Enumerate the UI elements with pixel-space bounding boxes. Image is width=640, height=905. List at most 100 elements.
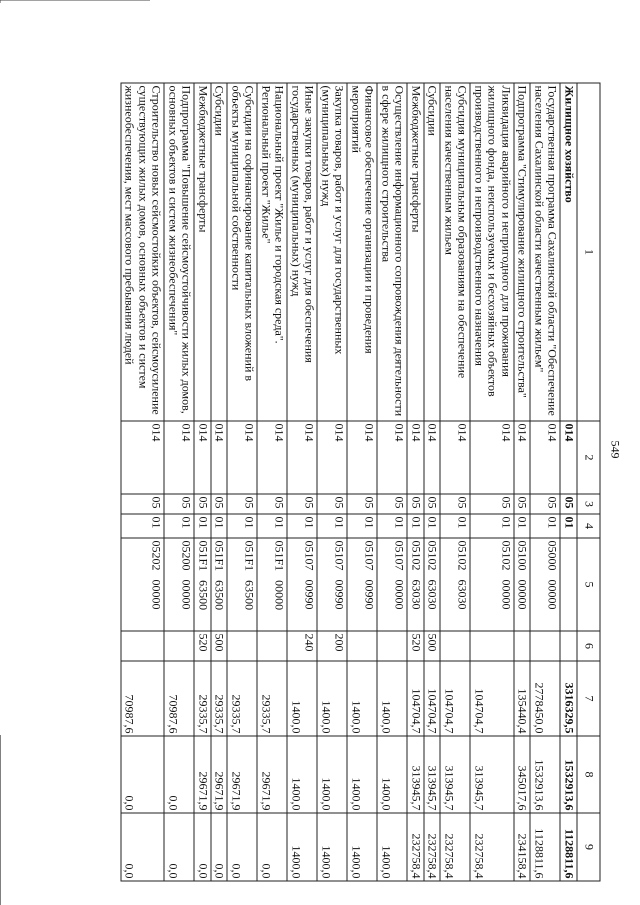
section-code: 05: [164, 493, 194, 514]
column-number: 2: [576, 420, 600, 494]
amount-year-2: 29671,9: [194, 735, 211, 813]
amount-year-2: 29671,9: [210, 735, 227, 813]
subsection-code: 01: [164, 513, 194, 538]
expense-type-code: [470, 630, 514, 661]
amount-year-3: 0,0: [194, 812, 211, 881]
ministry-code: 014: [513, 420, 530, 494]
row-name: Государственная программа Сахалинской об…: [530, 82, 560, 421]
ministry-code: 014: [560, 420, 577, 494]
target-article-code: 051F1 00000: [257, 537, 287, 631]
expense-type-code: 520: [407, 630, 424, 661]
amount-year-2: 1532913,6: [560, 735, 577, 813]
amount-year-2: 29671,9: [257, 735, 287, 813]
target-article-code: [560, 537, 577, 631]
section-code: 05: [560, 493, 577, 514]
table-row: Межбюджетные трансферты 014 05 01 051F1 6350…: [194, 82, 211, 881]
amount-year-3: 232758,4: [470, 812, 514, 881]
subsection-code: 01: [194, 513, 211, 538]
ministry-code: 014: [317, 420, 347, 494]
row-name: Жилищное хозяйство: [560, 82, 577, 421]
subsection-code: 01: [513, 513, 530, 538]
subsection-code: 01: [120, 513, 164, 538]
amount-year-1: 104704,7: [423, 660, 440, 736]
page-number: 549: [608, 440, 622, 458]
target-article-code: 05100 00000: [513, 537, 530, 631]
row-name: Финансовое обеспечение организации и про…: [347, 82, 377, 421]
amount-year-2: 0,0: [120, 735, 164, 813]
row-name: Субсидии: [210, 82, 227, 421]
table-row: Национальный проект "Жилье и городская с…: [257, 82, 287, 881]
expense-type-code: [377, 630, 407, 661]
ministry-code: 014: [194, 420, 211, 494]
amount-year-3: 1400,0: [317, 812, 347, 881]
amount-year-2: 345017,6: [513, 735, 530, 813]
section-code: 05: [423, 493, 440, 514]
amount-year-1: 29335,7: [210, 660, 227, 736]
amount-year-1: 29335,7: [257, 660, 287, 736]
section-code: 05: [317, 493, 347, 514]
section-code: 05: [513, 493, 530, 514]
target-article-code: 05102 00000: [470, 537, 514, 631]
budget-table: 1 2 3 4 5 6 7 8 9 Жилищное хозяйство 014 0…: [120, 82, 600, 881]
table-row: Государственная программа Сахалинской об…: [530, 82, 560, 881]
amount-year-1: 104704,7: [470, 660, 514, 736]
target-article-code: 05200 00000: [164, 537, 194, 631]
ministry-code: 014: [423, 420, 440, 494]
target-article-code: 05107 00000: [377, 537, 407, 631]
section-code: 05: [470, 493, 514, 514]
expense-type-code: 520: [194, 630, 211, 661]
target-article-code: 05102 63030: [423, 537, 440, 631]
amount-year-2: 313945,7: [440, 735, 470, 813]
target-article-code: 05107 00990: [347, 537, 377, 631]
amount-year-1: 104704,7: [407, 660, 424, 736]
section-code: 05: [194, 493, 211, 514]
ministry-code: 014: [287, 420, 317, 494]
table-row: Ликвидация аварийного и непригодного для…: [470, 82, 514, 881]
amount-year-1: 70987,6: [120, 660, 164, 736]
row-name: Ликвидация аварийного и непригодного для…: [470, 82, 514, 421]
subsection-code: 01: [287, 513, 317, 538]
subsection-code: 01: [560, 513, 577, 538]
ministry-code: 014: [530, 420, 560, 494]
table-row: Субсидия муниципальным образованиям на о…: [440, 82, 470, 881]
table-row: Финансовое обеспечение организации и про…: [347, 82, 377, 881]
column-number-row: 1 2 3 4 5 6 7 8 9: [576, 82, 600, 881]
amount-year-2: 313945,7: [407, 735, 424, 813]
section-code: 05: [407, 493, 424, 514]
table-row: Закупка товаров, работ и услуг для госуд…: [317, 82, 347, 881]
table-row: Подпрограмма "Стимулирование жилищного с…: [513, 82, 530, 881]
column-number: 5: [576, 537, 600, 631]
target-article-code: 051F1 63500: [210, 537, 227, 631]
row-name: Иные закупки товаров, работ и услуг для …: [287, 82, 317, 421]
target-article-code: 05107 00990: [287, 537, 317, 631]
ministry-code: 014: [227, 420, 257, 494]
amount-year-2: 313945,7: [470, 735, 514, 813]
row-name: Строительство новых сейсмостойких объект…: [120, 82, 164, 421]
table-row: Строительство новых сейсмостойких объект…: [120, 82, 164, 881]
column-number: 3: [576, 493, 600, 514]
amount-year-1: 135440,4: [513, 660, 530, 736]
expense-type-code: 500: [210, 630, 227, 661]
amount-year-3: 1400,0: [347, 812, 377, 881]
row-name: Субсидии на софинансирование капитальных…: [227, 82, 257, 421]
amount-year-1: 1400,0: [377, 660, 407, 736]
section-code: 05: [210, 493, 227, 514]
row-name: Межбюджетные трансферты: [194, 82, 211, 421]
amount-year-1: 1400,0: [347, 660, 377, 736]
ministry-code: 014: [407, 420, 424, 494]
subsection-code: 01: [227, 513, 257, 538]
table-row: Межбюджетные трансферты 014 05 01 05102 6303…: [407, 82, 424, 881]
subsection-code: 01: [470, 513, 514, 538]
section-code: 05: [257, 493, 287, 514]
amount-year-3: 1128811,6: [560, 812, 577, 881]
column-number: 6: [576, 630, 600, 661]
expense-type-code: [164, 630, 194, 661]
amount-year-2: 0,0: [164, 735, 194, 813]
subsection-code: 01: [377, 513, 407, 538]
table-row: Жилищное хозяйство 014 05 01 3316329,5 153291…: [560, 82, 577, 881]
target-article-code: 05102 63030: [440, 537, 470, 631]
subsection-code: 01: [317, 513, 347, 538]
amount-year-2: 1400,0: [317, 735, 347, 813]
target-article-code: 05102 63030: [407, 537, 424, 631]
target-article-code: 051F1 63500: [227, 537, 257, 631]
